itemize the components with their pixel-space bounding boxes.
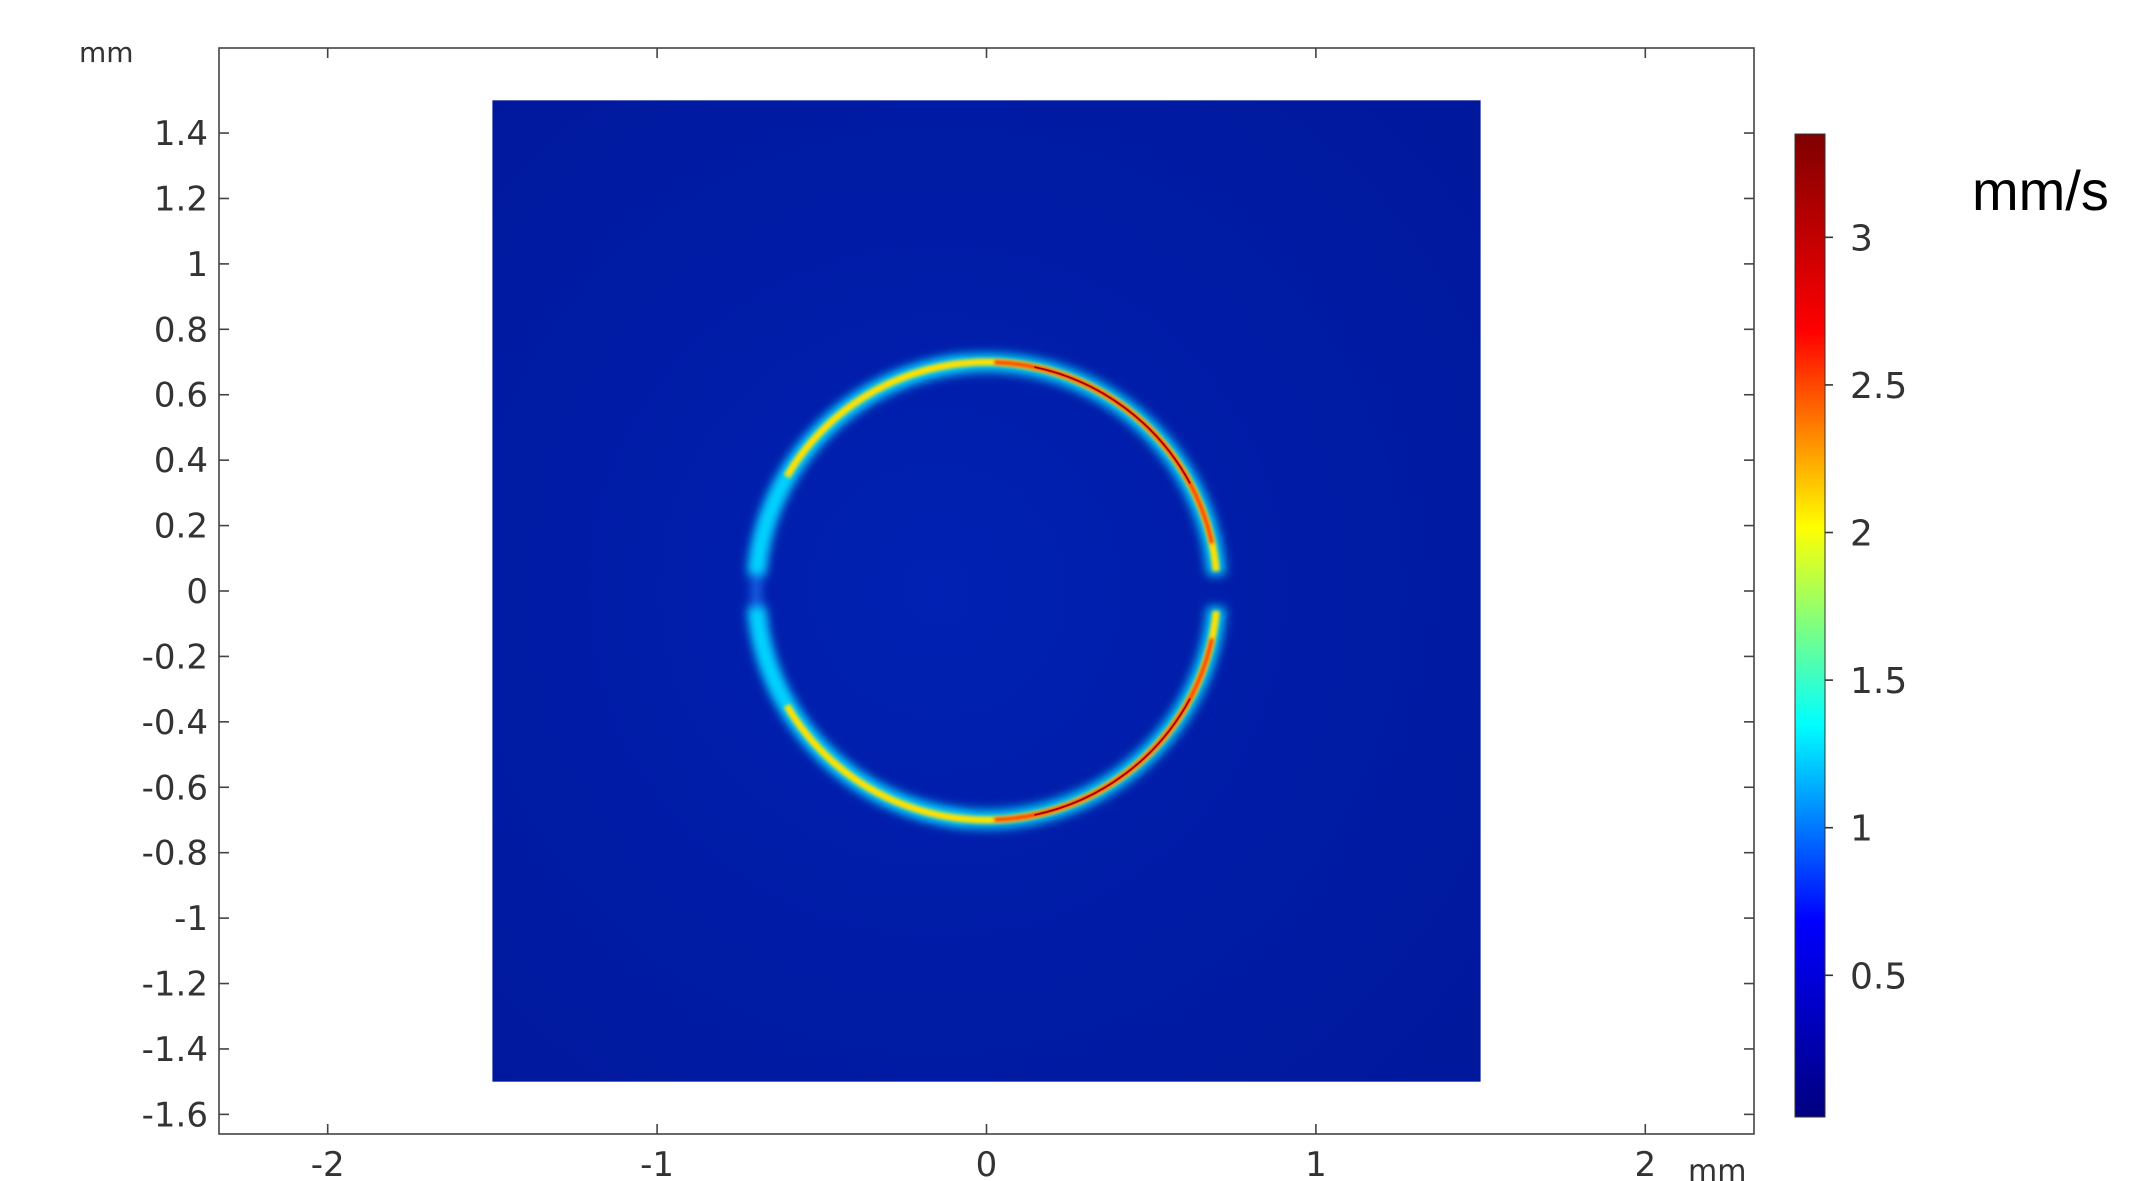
field-layer bbox=[492, 100, 1481, 1082]
y-tick-label: -1 bbox=[174, 899, 208, 939]
y-tick-label: 1 bbox=[186, 245, 208, 285]
y-tick-label: 1.2 bbox=[154, 179, 208, 219]
y-tick-label: 1.4 bbox=[154, 114, 208, 154]
colorbar-tick-label: 2 bbox=[1850, 514, 1873, 555]
colorbar-tick-label: 1 bbox=[1850, 809, 1873, 850]
colorbar-ticks: 3 2.5 2 1.5 1 0.5 bbox=[1825, 218, 1907, 997]
y-tick-label: -0.4 bbox=[142, 703, 208, 743]
y-axis-ticks: 1.4 1.2 1 0.8 0.6 0.4 0.2 0 -0.2 -0.4 -0.6 -0.8 -1 -1… bbox=[142, 114, 1754, 1135]
x-axis-ticks: -2 -1 0 1 2 bbox=[311, 48, 1656, 1181]
y-tick-label: 0.4 bbox=[154, 441, 208, 481]
colorbar-unit: mm/s bbox=[1972, 159, 2109, 222]
y-tick-label: 0 bbox=[186, 572, 208, 612]
simulation-domain bbox=[492, 100, 1481, 1082]
y-tick-label: -1.4 bbox=[142, 1030, 208, 1070]
x-tick-label: 1 bbox=[1305, 1145, 1327, 1181]
x-tick-label: -1 bbox=[640, 1145, 674, 1181]
x-tick-label: 0 bbox=[976, 1145, 998, 1181]
colorbar-tick-label: 0.5 bbox=[1850, 956, 1907, 997]
y-axis-unit: mm bbox=[79, 36, 134, 69]
x-axis-unit: mm bbox=[1688, 1154, 1746, 1181]
y-tick-label: 0.8 bbox=[154, 310, 208, 350]
y-tick-label: -1.6 bbox=[142, 1095, 208, 1135]
y-tick-label: -0.6 bbox=[142, 768, 208, 808]
colorbar-bar bbox=[1794, 133, 1826, 1118]
ring-lower-core bbox=[1034, 698, 1191, 816]
x-tick-label: -2 bbox=[311, 1145, 345, 1181]
ring-upper-core bbox=[1034, 366, 1191, 484]
colorbar-tick-label: 2.5 bbox=[1850, 366, 1907, 407]
y-tick-label: -0.2 bbox=[142, 637, 208, 677]
colorbar-tick-label: 1.5 bbox=[1850, 661, 1907, 702]
colorbar-tick-label: 3 bbox=[1850, 218, 1873, 259]
velocity-ring bbox=[747, 353, 1226, 829]
y-tick-label: 0.6 bbox=[154, 376, 208, 416]
x-tick-label: 2 bbox=[1634, 1145, 1656, 1181]
y-tick-label: 0.2 bbox=[154, 507, 208, 547]
y-tick-label: -1.2 bbox=[142, 965, 208, 1005]
colorbar: 3 2.5 2 1.5 1 0.5 bbox=[1794, 133, 1907, 1118]
y-tick-label: -0.8 bbox=[142, 834, 208, 874]
